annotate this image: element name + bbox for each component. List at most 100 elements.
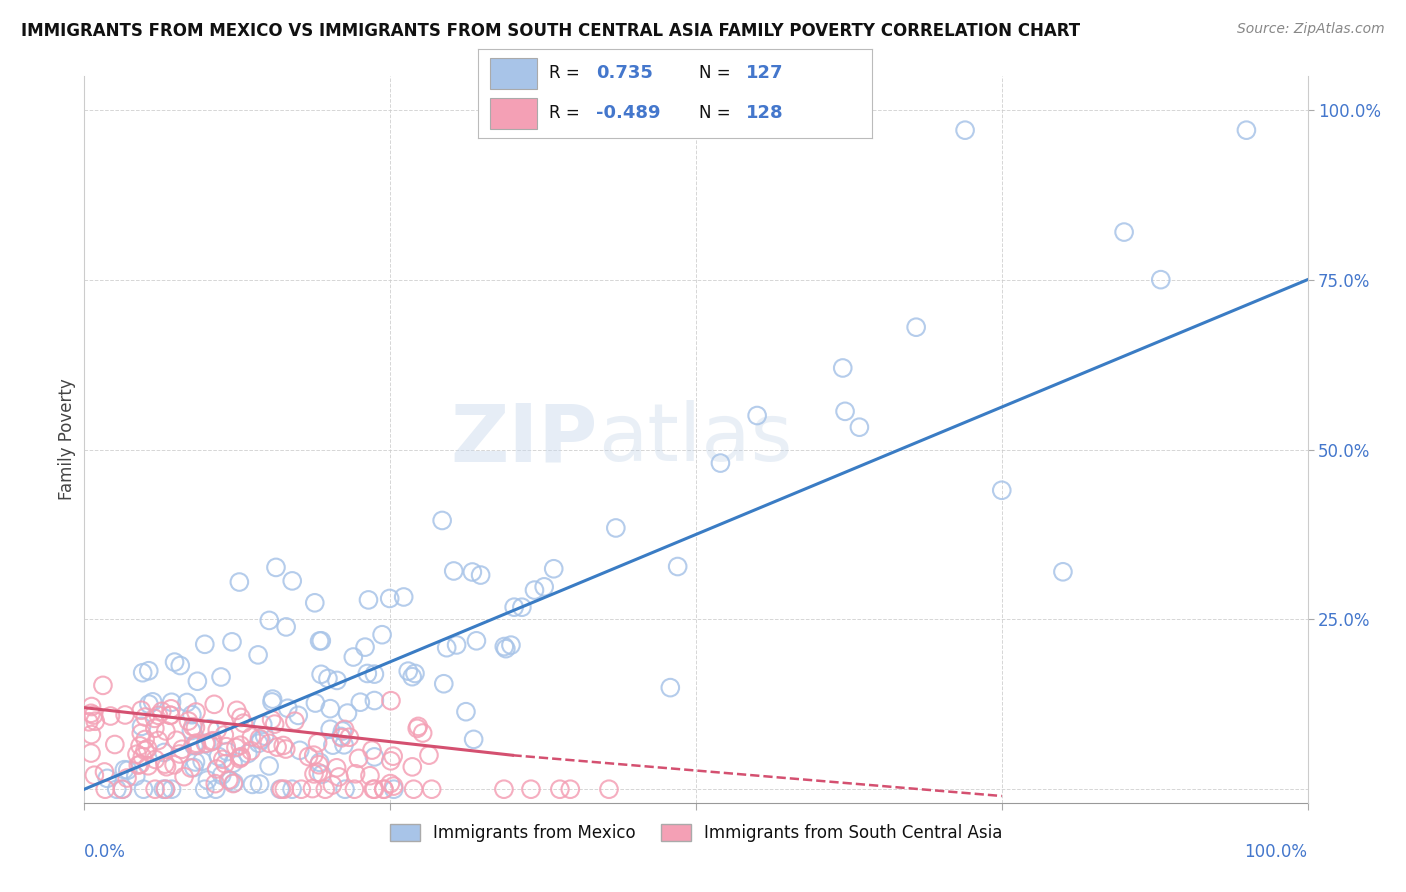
Point [382,782,405,797]
Point [80,727,103,741]
Point [991,483,1014,498]
Point [194,782,217,797]
Point [420,782,443,797]
Point [214,728,236,742]
Point [382,749,405,764]
Point [181,720,204,734]
Point [219,773,242,788]
Point [129,703,152,717]
Point [953,123,976,137]
Point [311,633,333,648]
Point [308,756,330,770]
Text: R =: R = [548,104,579,122]
Point [229,750,252,764]
Point [94,782,117,797]
Point [232,716,254,731]
Point [322,738,344,752]
Text: 100.0%: 100.0% [1244,843,1308,861]
Point [207,749,229,764]
Point [159,708,181,723]
Point [380,776,402,790]
Point [709,456,731,470]
Point [1150,273,1173,287]
Point [240,730,263,744]
Text: N =: N = [699,104,730,122]
Point [129,739,152,753]
Point [378,591,401,606]
Point [495,641,517,656]
Point [170,742,193,756]
Point [316,672,339,686]
Point [343,782,366,797]
Point [93,764,115,779]
Point [357,593,380,607]
Point [138,697,160,711]
Text: N =: N = [699,64,730,82]
Point [222,756,245,771]
Point [153,757,176,772]
Point [330,730,353,744]
Point [401,670,423,684]
Point [380,694,402,708]
Point [406,722,429,736]
Point [229,738,252,752]
Point [134,710,156,724]
Text: 127: 127 [745,64,783,82]
Point [129,726,152,740]
Point [83,768,105,782]
Point [406,719,429,733]
Point [401,760,423,774]
Point [173,770,195,784]
Point [598,782,620,797]
Point [262,692,284,706]
Point [159,708,181,723]
Point [288,743,311,757]
Point [195,736,218,750]
Point [373,782,395,797]
Point [302,767,325,781]
Point [342,650,364,665]
Point [127,758,149,772]
Point [287,708,309,723]
Point [301,781,323,796]
Point [236,747,259,761]
Point [134,732,156,747]
Point [207,723,229,737]
Point [349,695,371,709]
Point [436,640,458,655]
Point [163,757,186,772]
Point [215,739,238,754]
Point [184,755,207,769]
Point [125,747,148,761]
Point [308,634,330,648]
Point [145,752,167,766]
Point [666,559,689,574]
Point [503,600,526,615]
Point [80,746,103,760]
Point [333,782,356,797]
Point [494,640,516,654]
Point [194,737,217,751]
Point [337,731,360,745]
Point [446,638,468,652]
Point [228,575,250,590]
Text: R =: R = [548,64,579,82]
Point [520,782,543,797]
Text: 0.735: 0.735 [596,64,652,82]
Point [905,320,928,334]
Point [177,714,200,728]
Point [180,723,202,738]
Point [336,706,359,720]
Point [218,772,240,787]
Point [333,723,356,737]
Point [328,770,350,784]
Point [166,733,188,747]
Point [160,695,183,709]
Point [333,738,356,752]
Point [249,777,271,791]
Point [197,772,219,787]
Point [461,565,484,579]
Point [142,695,165,709]
Point [430,513,453,527]
Point [152,782,174,797]
